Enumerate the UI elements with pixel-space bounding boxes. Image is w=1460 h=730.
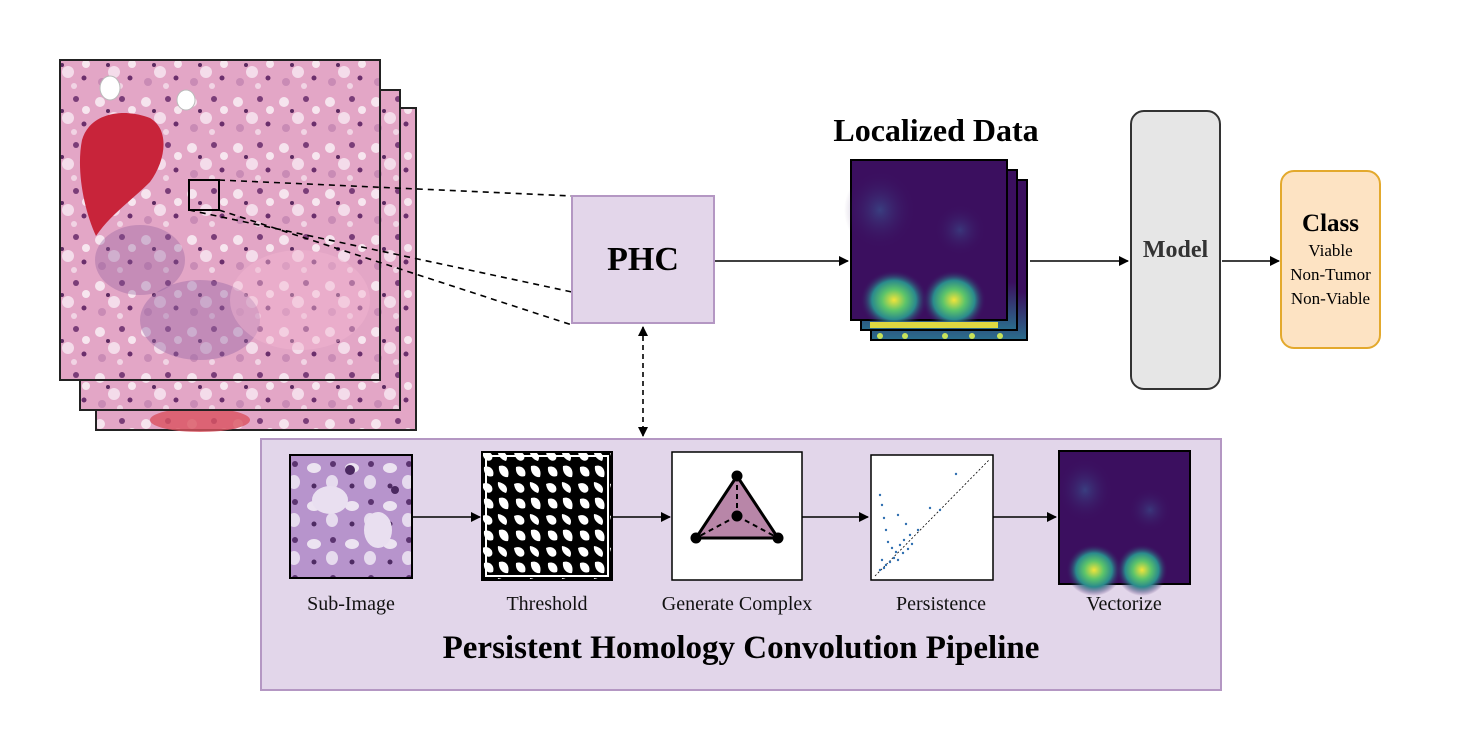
zoom-projection-lines [188, 179, 573, 326]
step-label-sub-image: Sub-Image [307, 593, 395, 615]
class-item-viable: Viable [1308, 240, 1353, 260]
phc-box: PHC [571, 195, 715, 324]
tissue-red-region [79, 113, 164, 236]
sub-image-thumbnail [289, 454, 413, 579]
step-label-generate-complex: Generate Complex [661, 593, 813, 615]
threshold-thumbnail [481, 451, 613, 581]
phc-label: PHC [607, 240, 679, 278]
localized-data-title: Localized Data [833, 112, 1039, 148]
tissue-slide-stack [59, 59, 417, 432]
model-label: Model [1142, 236, 1209, 263]
vectorize-heatmap [1057, 450, 1191, 596]
step-label-vectorize: Vectorize [1086, 593, 1162, 615]
simplicial-complex-diagram [671, 451, 803, 581]
class-box: Class Viable Non-Tumor Non-Viable [1280, 170, 1381, 349]
tissue-slide-front [59, 59, 381, 381]
localized-heatmap-stack [844, 159, 1028, 341]
class-item-non-viable: Non-Viable [1290, 288, 1371, 308]
pipeline-title: Persistent Homology Convolution Pipeline [442, 630, 1040, 666]
model-box: Model [1130, 110, 1221, 390]
class-title: Class [1302, 209, 1359, 237]
class-item-non-tumor: Non-Tumor [1290, 264, 1371, 284]
zoom-region-marker [188, 179, 220, 211]
persistence-diagram [870, 454, 994, 581]
step-label-threshold: Threshold [506, 593, 588, 615]
step-label-persistence: Persistence [896, 593, 986, 615]
